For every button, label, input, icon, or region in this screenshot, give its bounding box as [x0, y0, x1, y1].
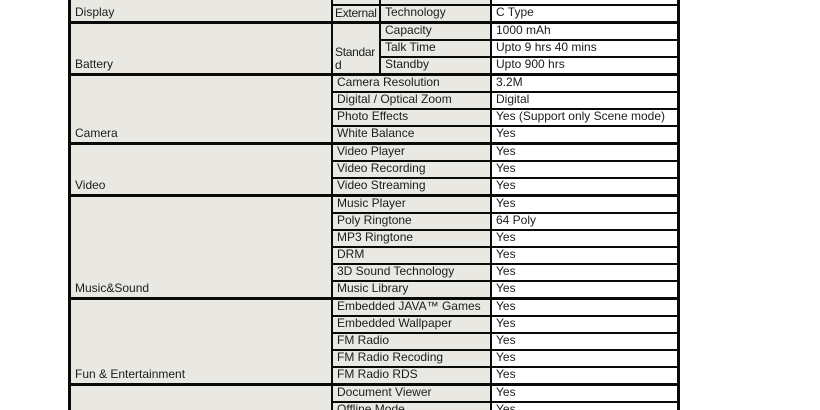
- value-cell: Yes (Support only Scene mode): [490, 108, 677, 126]
- category-cell: Fun & Entertainment: [71, 297, 331, 384]
- feature-cell: Poly Ringtone: [331, 212, 490, 230]
- feature-cell: DRM: [331, 246, 490, 264]
- value-cell: Yes: [490, 383, 677, 402]
- spec-row: DRM Yes: [71, 246, 677, 264]
- spec-row: External Technology C Type: [71, 4, 677, 22]
- feature-cell: Photo Effects: [331, 108, 490, 126]
- feature-cell: Offline Mode: [331, 401, 490, 410]
- feature-cell: Music Player: [331, 194, 490, 213]
- spec-row: FM Radio RDS Yes: [71, 366, 677, 384]
- feature-cell: Standby: [379, 56, 490, 74]
- spec-row: FM Radio Yes: [71, 332, 677, 350]
- feature-cell: White Balance: [331, 125, 490, 143]
- value-cell: Yes: [490, 332, 677, 350]
- feature-cell: Digital / Optical Zoom: [331, 91, 490, 109]
- spec-row: 3D Sound Technology Yes: [71, 263, 677, 281]
- spec-row: Talk Time Upto 9 hrs 40 mins: [71, 39, 677, 57]
- spec-table: Display External Technology C Type Battery St…: [68, 0, 680, 410]
- value-cell: 3.2M: [490, 73, 677, 92]
- category-cell: Music&Sound: [71, 194, 331, 298]
- spec-row: MP3 Ringtone Yes: [71, 229, 677, 247]
- value-cell: Yes: [490, 160, 677, 178]
- spec-row: Music Library Yes: [71, 280, 677, 298]
- feature-cell: FM Radio: [331, 332, 490, 350]
- spec-row: Standby Upto 900 hrs: [71, 56, 677, 74]
- value-cell: Upto 9 hrs 40 mins: [490, 39, 677, 57]
- feature-cell: Talk Time: [379, 39, 490, 57]
- value-cell: Yes: [490, 246, 677, 264]
- category-cell: Display: [71, 0, 331, 22]
- feature-cell: [379, 0, 490, 5]
- feature-cell: FM Radio Recoding: [331, 349, 490, 367]
- value-cell: Yes: [490, 349, 677, 367]
- spec-row: Video Recording Yes: [71, 160, 677, 178]
- spec-row: Offline Mode Yes: [71, 401, 677, 410]
- feature-cell: Video Recording: [331, 160, 490, 178]
- value-cell: Yes: [490, 263, 677, 281]
- spec-row: FM Radio Recoding Yes: [71, 349, 677, 367]
- feature-cell: Music Library: [331, 280, 490, 298]
- value-cell: Yes: [490, 315, 677, 333]
- category-cell: Battery: [71, 21, 331, 74]
- feature-cell: MP3 Ringtone: [331, 229, 490, 247]
- value-cell: Yes: [490, 229, 677, 247]
- value-cell: 64 Poly: [490, 212, 677, 230]
- feature-cell: Embedded JAVA™ Games: [331, 297, 490, 316]
- subcategory-cell: [331, 0, 379, 5]
- spec-row: Battery Standard Capacity 1000 mAh: [71, 21, 677, 74]
- spec-row: Video Streaming Yes: [71, 177, 677, 195]
- category-cell: [71, 383, 331, 410]
- feature-cell: Video Streaming: [331, 177, 490, 195]
- value-cell: C Type: [490, 4, 677, 22]
- value-cell: Digital: [490, 91, 677, 109]
- spec-row: Document Viewer Yes: [71, 383, 677, 410]
- feature-cell: Camera Resolution: [331, 73, 490, 92]
- value-cell: Yes: [490, 401, 677, 410]
- spec-row: Embedded Wallpaper Yes: [71, 315, 677, 333]
- feature-cell: 3D Sound Technology: [331, 263, 490, 281]
- value-cell: Upto 900 hrs: [490, 56, 677, 74]
- spec-row: Music&Sound Music Player Yes: [71, 194, 677, 298]
- value-cell: [490, 0, 677, 5]
- feature-cell: Document Viewer: [331, 383, 490, 402]
- spec-row: White Balance Yes: [71, 125, 677, 143]
- spec-row: Camera Camera Resolution 3.2M: [71, 73, 677, 143]
- spec-table-body: Display External Technology C Type Battery St…: [71, 0, 677, 410]
- category-cell: Camera: [71, 73, 331, 143]
- feature-cell: Capacity: [379, 21, 490, 40]
- value-cell: Yes: [490, 280, 677, 298]
- value-cell: Yes: [490, 297, 677, 316]
- subcategory-cell: External: [331, 4, 379, 22]
- spec-row: Video Video Player Yes: [71, 142, 677, 195]
- spec-row: Display: [71, 0, 677, 22]
- category-cell: Video: [71, 142, 331, 195]
- spec-row: Poly Ringtone 64 Poly: [71, 212, 677, 230]
- spec-row: Photo Effects Yes (Support only Scene mod…: [71, 108, 677, 126]
- value-cell: Yes: [490, 125, 677, 143]
- value-cell: Yes: [490, 366, 677, 384]
- value-cell: 1000 mAh: [490, 21, 677, 40]
- subcategory-cell: Standard: [331, 21, 379, 74]
- feature-cell: Video Player: [331, 142, 490, 161]
- value-cell: Yes: [490, 142, 677, 161]
- spec-row: Fun & Entertainment Embedded JAVA™ Games Y…: [71, 297, 677, 384]
- feature-cell: Embedded Wallpaper: [331, 315, 490, 333]
- value-cell: Yes: [490, 194, 677, 213]
- feature-cell: Technology: [379, 4, 490, 22]
- feature-cell: FM Radio RDS: [331, 366, 490, 384]
- value-cell: Yes: [490, 177, 677, 195]
- spec-row: Digital / Optical Zoom Digital: [71, 91, 677, 109]
